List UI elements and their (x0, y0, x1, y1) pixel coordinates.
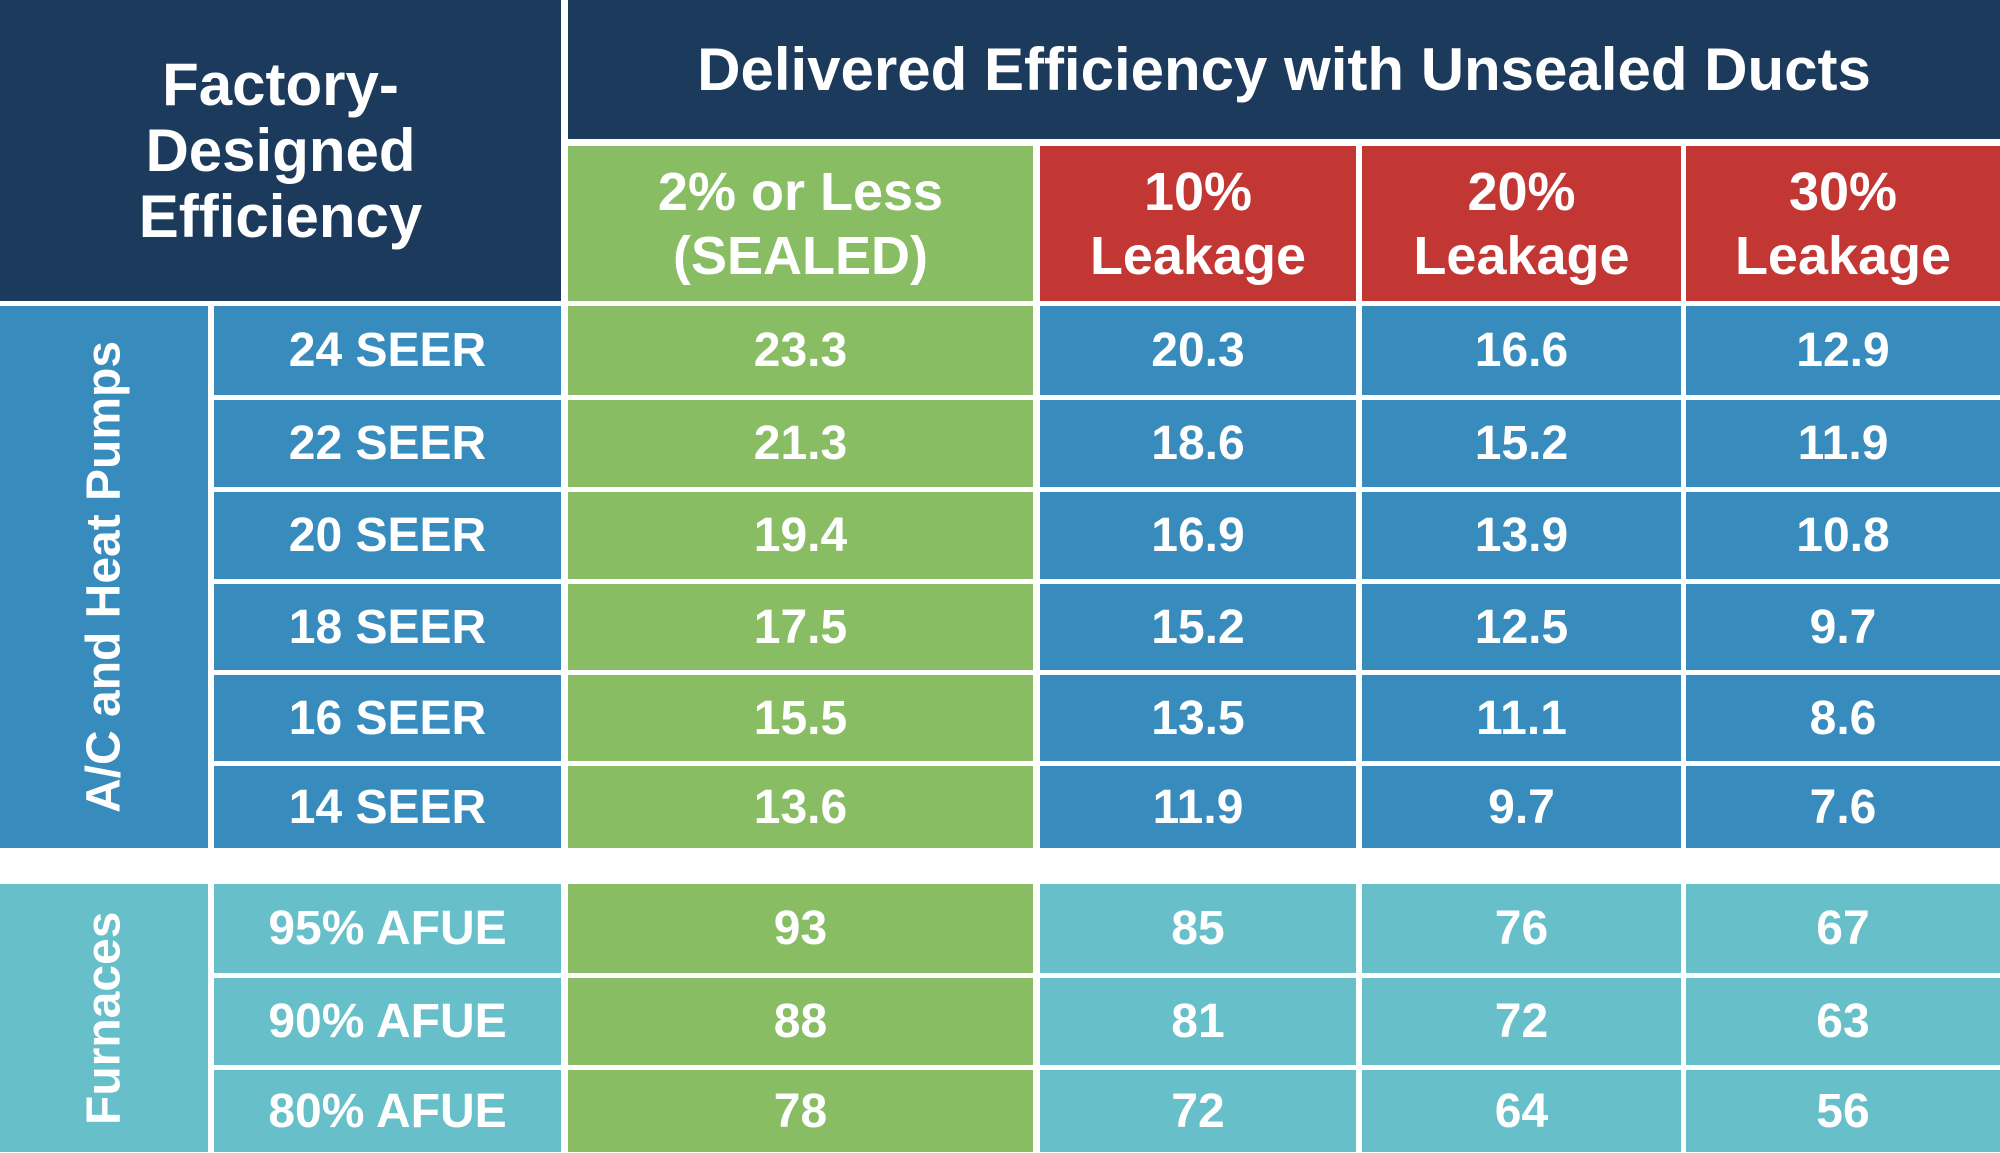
column-header-4: 30% Leakage (1686, 146, 2000, 301)
value-cell: 20.3 (1040, 306, 1356, 395)
value-cell: 11.9 (1040, 766, 1356, 848)
value-cell: 19.4 (568, 492, 1033, 579)
value-cell: 13.5 (1040, 675, 1356, 761)
value-cell: 15.2 (1040, 584, 1356, 670)
value-cell: 18.6 (1040, 400, 1356, 487)
value-cell: 13.6 (568, 766, 1033, 848)
value-cell: 72 (1040, 1070, 1356, 1152)
value-cell: 64 (1362, 1070, 1681, 1152)
value-cell: 76 (1362, 884, 1681, 973)
value-cell: 10.8 (1686, 492, 2000, 579)
value-cell: 11.1 (1362, 675, 1681, 761)
value-cell: 16.6 (1362, 306, 1681, 395)
value-cell: 13.9 (1362, 492, 1681, 579)
rating-cell: 90% AFUE (214, 978, 561, 1065)
column-header-3: 20% Leakage (1362, 146, 1681, 301)
column-header-2: 10% Leakage (1040, 146, 1356, 301)
rating-cell: 95% AFUE (214, 884, 561, 973)
value-cell: 81 (1040, 978, 1356, 1065)
value-cell: 15.2 (1362, 400, 1681, 487)
value-cell: 9.7 (1362, 766, 1681, 848)
value-cell: 7.6 (1686, 766, 2000, 848)
value-cell: 78 (568, 1070, 1033, 1152)
value-cell: 88 (568, 978, 1033, 1065)
value-cell: 16.9 (1040, 492, 1356, 579)
value-cell: 93 (568, 884, 1033, 973)
group-label: Furnaces (0, 884, 208, 1152)
rating-cell: 18 SEER (214, 584, 561, 670)
factory-efficiency-header: Factory-Designed Efficiency (0, 0, 561, 301)
rating-cell: 24 SEER (214, 306, 561, 395)
value-cell: 15.5 (568, 675, 1033, 761)
value-cell: 21.3 (568, 400, 1033, 487)
delivered-efficiency-header: Delivered Efficiency with Unsealed Ducts (568, 0, 2000, 139)
value-cell: 67 (1686, 884, 2000, 973)
group-label: A/C and Heat Pumps (0, 306, 208, 848)
value-cell: 11.9 (1686, 400, 2000, 487)
value-cell: 12.5 (1362, 584, 1681, 670)
value-cell: 56 (1686, 1070, 2000, 1152)
rating-cell: 14 SEER (214, 766, 561, 848)
value-cell: 9.7 (1686, 584, 2000, 670)
value-cell: 12.9 (1686, 306, 2000, 395)
rating-cell: 16 SEER (214, 675, 561, 761)
value-cell: 17.5 (568, 584, 1033, 670)
rating-cell: 80% AFUE (214, 1070, 561, 1152)
rating-cell: 22 SEER (214, 400, 561, 487)
value-cell: 72 (1362, 978, 1681, 1065)
value-cell: 8.6 (1686, 675, 2000, 761)
value-cell: 85 (1040, 884, 1356, 973)
rating-cell: 20 SEER (214, 492, 561, 579)
value-cell: 23.3 (568, 306, 1033, 395)
value-cell: 63 (1686, 978, 2000, 1065)
column-header-1: 2% or Less (SEALED) (568, 146, 1033, 301)
